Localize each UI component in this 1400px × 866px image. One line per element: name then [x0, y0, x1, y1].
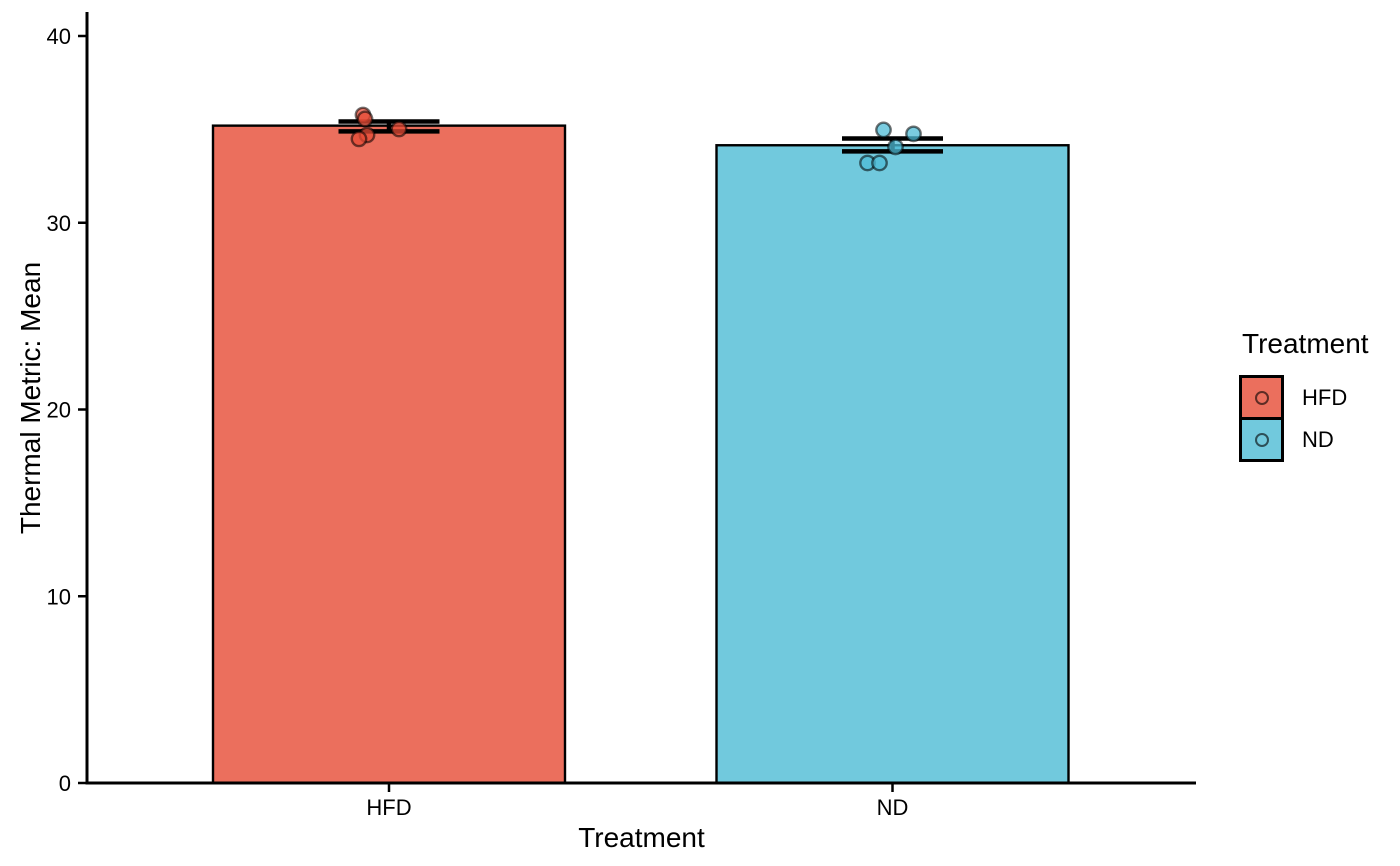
y-tick-label: 10	[47, 584, 71, 609]
legend-point-icon	[1254, 390, 1269, 405]
data-point-nd	[875, 121, 892, 139]
data-point-hfd	[390, 120, 408, 138]
legend-item-nd: ND	[1239, 417, 1369, 462]
x-tick-label: HFD	[366, 795, 411, 820]
legend-label-nd: ND	[1302, 426, 1334, 452]
y-axis-title: Thermal Metric: Mean	[15, 261, 46, 535]
legend-point-icon	[1254, 432, 1269, 447]
data-point-hfd	[356, 110, 374, 128]
y-tick-label: 20	[47, 398, 71, 423]
legend-label-hfd: HFD	[1302, 384, 1348, 410]
legend-item-hfd: HFD	[1239, 375, 1369, 420]
legend-keys: HFD ND	[1239, 375, 1369, 462]
legend: Treatment HFD ND	[1239, 330, 1369, 462]
data-point-nd	[905, 125, 922, 143]
x-axis-title: Treatment	[578, 822, 705, 853]
legend-swatch-hfd	[1239, 375, 1284, 420]
bar-hfd	[211, 124, 567, 785]
legend-swatch-nd	[1239, 417, 1284, 462]
data-point-nd	[887, 138, 904, 156]
y-tick-label: 0	[59, 771, 71, 796]
y-tick-label: 40	[47, 24, 71, 49]
data-point-nd	[871, 154, 888, 172]
y-tick-label: 30	[47, 211, 71, 236]
x-tick-label: ND	[877, 795, 909, 820]
legend-title: Treatment	[1242, 328, 1369, 359]
data-point-hfd	[350, 130, 368, 148]
bar-nd	[715, 144, 1070, 785]
